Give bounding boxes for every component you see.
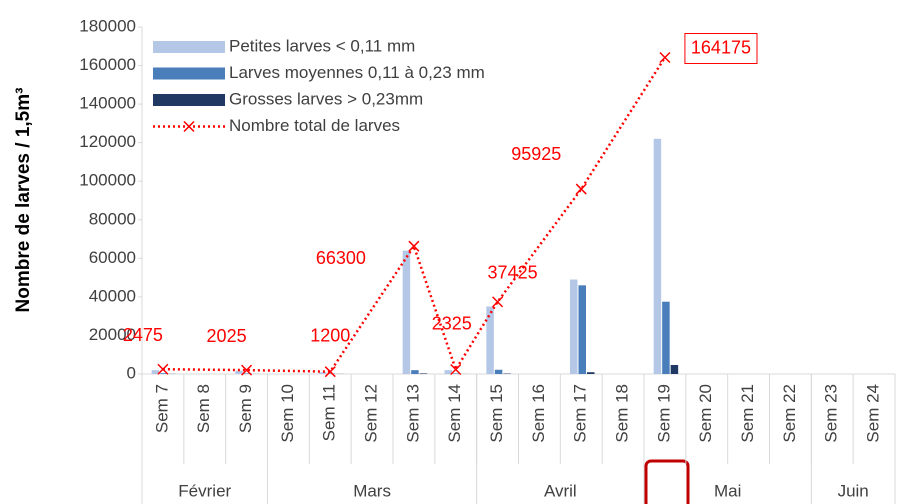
group-label: Mars [353, 481, 391, 500]
y-axis-title: Nombre de larves / 1,5m³ [13, 88, 34, 313]
bar [670, 364, 679, 374]
legend-swatch [153, 41, 225, 53]
marker [408, 240, 420, 252]
bar [151, 370, 160, 374]
x-tick-label: Sem 11 [320, 384, 339, 441]
data-label: 164175 [691, 37, 751, 57]
x-tick-label: Sem 23 [822, 384, 841, 443]
y-tick-label: 80000 [89, 209, 136, 228]
legend-swatch [183, 120, 195, 133]
bar [570, 279, 578, 374]
data-label: 95925 [511, 144, 561, 164]
data-label: 2025 [207, 326, 247, 346]
x-tick-label: Sem 22 [780, 384, 799, 443]
x-tick-label: Sem 9 [236, 384, 255, 433]
x-tick-label: Sem 12 [362, 384, 381, 443]
marker [659, 51, 671, 64]
y-tick-label: 160000 [79, 55, 136, 74]
legend-swatch [153, 94, 225, 106]
y-tick-label: 0 [127, 363, 136, 382]
legend-label: Nombre total de larves [229, 116, 400, 135]
x-tick-label: Sem 14 [445, 384, 464, 443]
bar [578, 285, 586, 374]
data-label: 1200 [310, 325, 350, 345]
x-tick-label: Sem 8 [194, 384, 213, 433]
bar [411, 370, 419, 374]
data-label: 2475 [123, 325, 163, 345]
bar [444, 370, 452, 374]
y-tick-label: 100000 [79, 171, 136, 190]
x-tick-label: Sem 21 [738, 384, 757, 443]
legend-label: Petites larves < 0,11 mm [229, 36, 415, 55]
x-tick-label: Sem 19 [654, 384, 673, 443]
bar [453, 373, 461, 374]
bar [160, 373, 168, 374]
bar [494, 369, 503, 374]
group-label: Février [178, 481, 231, 500]
x-tick-label: Sem 7 [152, 384, 171, 433]
bar [587, 372, 595, 374]
highlight-box [644, 459, 690, 504]
x-tick-label: Sem 10 [278, 384, 297, 443]
y-tick-label: 120000 [79, 132, 136, 151]
x-tick-label: Sem 18 [613, 384, 632, 443]
group-label: Mai [714, 481, 741, 500]
y-tick-label: 40000 [89, 286, 136, 305]
marker [241, 364, 253, 376]
x-tick-label: Sem 17 [571, 384, 590, 443]
group-label: Avril [544, 481, 577, 500]
legend-label: Larves moyennes 0,11 à 0,23 mm [229, 63, 485, 82]
legend-label: Grosses larves > 0,23mm [229, 89, 423, 108]
x-tick-label: Sem 16 [529, 384, 548, 443]
y-tick-label: 20000 [89, 325, 136, 344]
x-tick-label: Sem 20 [696, 384, 715, 443]
marker [575, 183, 587, 195]
bar [653, 138, 662, 374]
data-label: 66300 [316, 248, 366, 268]
marker [492, 296, 504, 308]
x-tick-label: Sem 15 [487, 384, 506, 443]
marker [324, 366, 336, 378]
marker [450, 363, 462, 376]
data-label-box [684, 33, 758, 65]
y-tick-label: 180000 [79, 16, 136, 35]
bar [486, 306, 494, 374]
x-tick-label: Sem 13 [403, 384, 422, 443]
bar [243, 373, 252, 374]
data-label: 37425 [488, 263, 538, 283]
bar [319, 372, 327, 374]
x-tick-label: Sem 24 [864, 384, 883, 443]
bar [235, 370, 243, 374]
y-tick-label: 140000 [79, 94, 136, 113]
group-label: Juin [838, 481, 869, 500]
y-tick-label: 60000 [89, 248, 136, 267]
bar [402, 250, 411, 374]
marker [157, 363, 169, 375]
bar [419, 373, 428, 374]
data-label: 2325 [432, 313, 472, 333]
legend-swatch [153, 67, 225, 80]
bar [662, 301, 670, 374]
